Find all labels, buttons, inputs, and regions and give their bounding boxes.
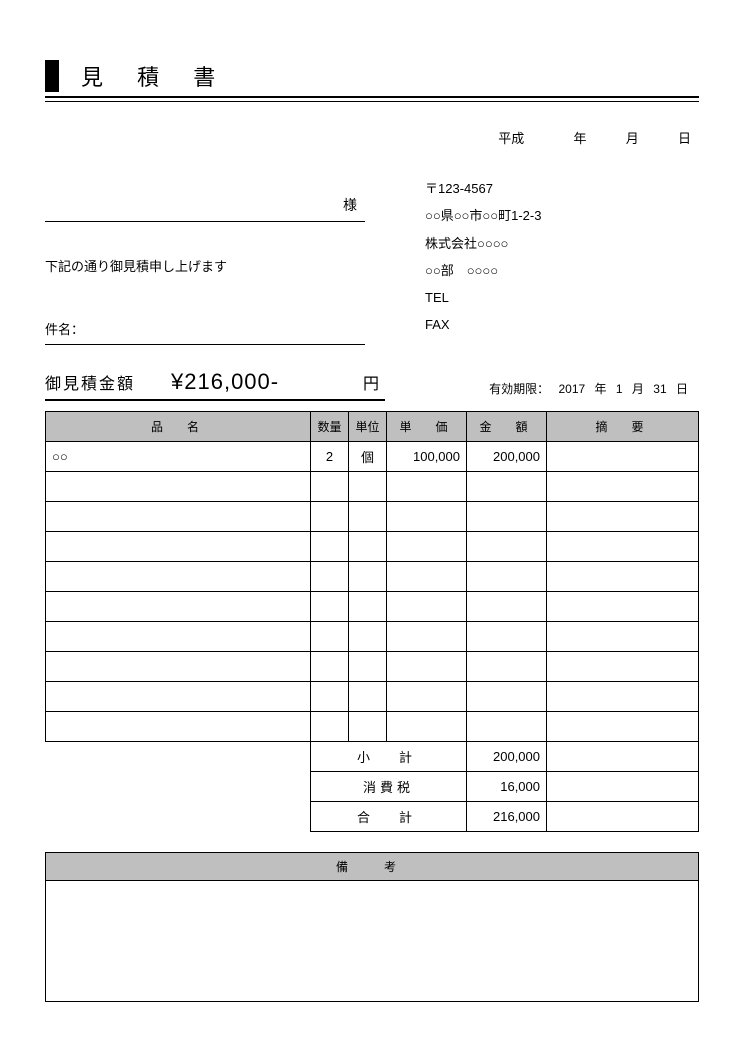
title-row: 見 積 書 bbox=[45, 60, 699, 98]
issuer-postal: 〒123-4567 bbox=[425, 175, 699, 202]
cell-price: 100,000 bbox=[387, 442, 467, 472]
total-currency: 円 bbox=[363, 370, 385, 394]
title-underline bbox=[45, 101, 699, 102]
grandtotal-row: 合 計 216,000 bbox=[46, 802, 699, 832]
table-row bbox=[46, 712, 699, 742]
recipient-line: 様 bbox=[45, 195, 365, 222]
validity-year: 2017 bbox=[558, 382, 585, 396]
table-row: ○○2個100,000200,000 bbox=[46, 442, 699, 472]
cell-note bbox=[547, 442, 699, 472]
subject-label: 件名： bbox=[45, 322, 84, 337]
subtotal-row: 小 計 200,000 bbox=[46, 742, 699, 772]
col-name: 品 名 bbox=[46, 412, 311, 442]
cell-qty: 2 bbox=[311, 442, 349, 472]
total-box: 御見積金額 ¥216,000- 円 bbox=[45, 369, 385, 401]
total-label: 御見積金額 bbox=[45, 370, 135, 394]
validity-label: 有効期限： bbox=[489, 382, 549, 396]
validity-month: 1 bbox=[616, 382, 623, 396]
subtotal-note bbox=[547, 742, 699, 772]
col-amount: 金 額 bbox=[467, 412, 547, 442]
cell-unit: 個 bbox=[349, 442, 387, 472]
col-unit: 単位 bbox=[349, 412, 387, 442]
day-suffix: 日 bbox=[678, 131, 691, 146]
total-row: 御見積金額 ¥216,000- 円 有効期限： 2017 年 1 月 31 日 bbox=[45, 369, 699, 401]
grandtotal-label: 合 計 bbox=[311, 802, 467, 832]
total-amount: ¥216,000- bbox=[171, 369, 279, 395]
validity-day: 31 bbox=[653, 382, 666, 396]
document-title: 見 積 書 bbox=[81, 60, 229, 92]
month-suffix: 月 bbox=[626, 131, 639, 146]
tax-row: 消費税 16,000 bbox=[46, 772, 699, 802]
grandtotal-note bbox=[547, 802, 699, 832]
table-row bbox=[46, 472, 699, 502]
left-column: 様 下記の通り御見積申し上げます 件名： bbox=[45, 175, 385, 345]
table-row bbox=[46, 532, 699, 562]
col-note: 摘 要 bbox=[547, 412, 699, 442]
tax-value: 16,000 bbox=[467, 772, 547, 802]
table-row bbox=[46, 682, 699, 712]
intro-text: 下記の通り御見積申し上げます bbox=[45, 256, 365, 275]
tax-label: 消費税 bbox=[311, 772, 467, 802]
issuer-dept: ○○部 ○○○○ bbox=[425, 257, 699, 284]
col-price: 単 価 bbox=[387, 412, 467, 442]
year-suffix: 年 bbox=[573, 131, 586, 146]
table-row bbox=[46, 652, 699, 682]
title-accent-bar bbox=[45, 60, 59, 92]
recipient-suffix: 様 bbox=[343, 197, 357, 213]
cell-amount: 200,000 bbox=[467, 442, 547, 472]
table-row bbox=[46, 562, 699, 592]
tax-note bbox=[547, 772, 699, 802]
subtotal-value: 200,000 bbox=[467, 742, 547, 772]
remarks-body bbox=[46, 881, 698, 1001]
items-table: 品 名 数量 単位 単 価 金 額 摘 要 ○○2個100,000200,000… bbox=[45, 411, 699, 832]
era: 平成 bbox=[498, 131, 524, 146]
cell-name: ○○ bbox=[46, 442, 311, 472]
issuer-address: ○○県○○市○○町1-2-3 bbox=[425, 202, 699, 229]
table-row bbox=[46, 592, 699, 622]
table-row bbox=[46, 622, 699, 652]
table-row bbox=[46, 502, 699, 532]
issue-date: 平成 年 月 日 bbox=[45, 128, 699, 147]
col-qty: 数量 bbox=[311, 412, 349, 442]
grandtotal-value: 216,000 bbox=[467, 802, 547, 832]
validity: 有効期限： 2017 年 1 月 31 日 bbox=[385, 380, 699, 401]
issuer-fax: FAX bbox=[425, 311, 699, 338]
subject-line: 件名： bbox=[45, 319, 365, 345]
issuer-company: 株式会社○○○○ bbox=[425, 230, 699, 257]
remarks-label: 備 考 bbox=[46, 853, 698, 881]
issuer-tel: TEL bbox=[425, 284, 699, 311]
issuer-block: 〒123-4567 ○○県○○市○○町1-2-3 株式会社○○○○ ○○部 ○○… bbox=[385, 175, 699, 345]
remarks-box: 備 考 bbox=[45, 852, 699, 1002]
table-header-row: 品 名 数量 単位 単 価 金 額 摘 要 bbox=[46, 412, 699, 442]
subtotal-label: 小 計 bbox=[311, 742, 467, 772]
upper-section: 様 下記の通り御見積申し上げます 件名： 〒123-4567 ○○県○○市○○町… bbox=[45, 175, 699, 345]
